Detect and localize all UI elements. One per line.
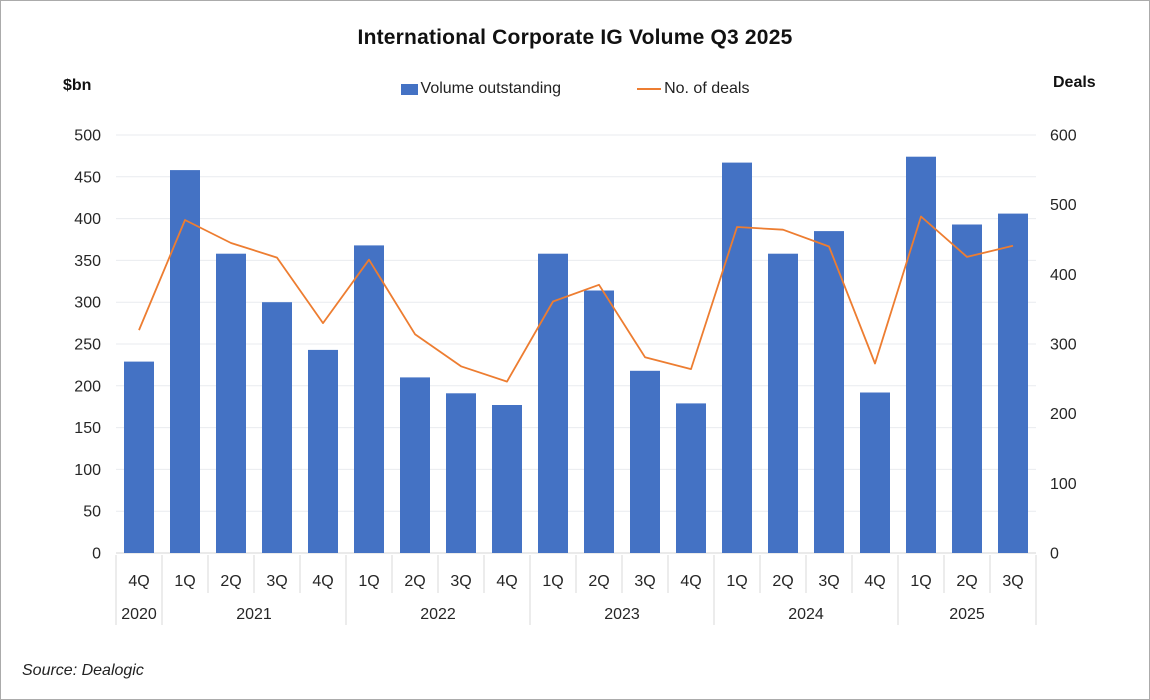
source-note: Source: Dealogic [22,662,144,679]
year-label-2025: 2025 [949,606,985,623]
quarter-label-3Q-2024: 3Q [818,573,839,590]
year-label-2020: 2020 [121,606,157,623]
year-label-2023: 2023 [604,606,640,623]
bar-2Q-2023 [584,290,614,553]
bar-2Q-2022 [400,377,430,553]
bar-1Q-2023 [538,253,568,553]
quarter-label-1Q-2024: 1Q [726,573,747,590]
year-label-2024: 2024 [788,606,824,623]
quarter-label-2Q-2022: 2Q [404,573,425,590]
legend-item-volume-outstanding: Volume outstanding [400,80,562,98]
legend-label-volume-outstanding: Volume outstanding [420,80,562,97]
bar-3Q-2024 [814,231,844,553]
left-axis-tick-label: 250 [74,337,101,354]
left-axis-tick-label: 450 [74,169,101,186]
quarter-label-3Q-2023: 3Q [634,573,655,590]
legend: Volume outstanding No. of deals [1,80,1149,98]
left-axis-tick-label: 100 [74,462,101,479]
quarter-label-1Q-2025: 1Q [910,573,931,590]
bar-3Q-2021 [262,302,292,553]
quarter-label-3Q-2021: 3Q [266,573,287,590]
left-axis-tick-label: 300 [74,295,101,312]
left-axis-tick-label: 500 [74,128,101,145]
bar-3Q-2025 [998,213,1028,553]
left-axis-tick-label: 150 [74,420,101,437]
bar-2Q-2024 [768,253,798,553]
quarter-label-4Q-2023: 4Q [680,573,701,590]
quarter-label-4Q-2024: 4Q [864,573,885,590]
bar-2Q-2021 [216,253,246,553]
line-series-swatch-icon [637,88,662,90]
right-axis-title: Deals [1053,74,1096,91]
bar-1Q-2021 [170,170,200,553]
quarter-label-1Q-2022: 1Q [358,573,379,590]
left-axis-tick-label: 50 [83,504,101,521]
quarter-label-1Q-2023: 1Q [542,573,563,590]
right-axis-tick-label: 500 [1050,197,1077,214]
right-axis-tick-label: 100 [1050,476,1077,493]
bar-4Q-2023 [676,403,706,553]
right-axis-tick-label: 400 [1050,267,1077,284]
quarter-label-2Q-2025: 2Q [956,573,977,590]
bar-3Q-2023 [630,370,660,553]
chart-title: International Corporate IG Volume Q3 202… [357,26,793,49]
bar-4Q-2020 [124,361,154,553]
bar-3Q-2022 [446,393,476,553]
left-axis-tick-label: 400 [74,211,101,228]
quarter-label-2Q-2023: 2Q [588,573,609,590]
bar-4Q-2022 [492,405,522,553]
bar-1Q-2025 [906,156,936,553]
left-axis-tick-label: 350 [74,253,101,270]
quarter-label-4Q-2022: 4Q [496,573,517,590]
right-axis-tick-label: 300 [1050,337,1077,354]
right-axis-tick-label: 0 [1050,546,1059,563]
bar-2Q-2025 [952,224,982,553]
bar-1Q-2024 [722,162,752,553]
bar-4Q-2021 [308,349,338,553]
year-label-2022: 2022 [420,606,456,623]
year-label-2021: 2021 [236,606,272,623]
right-axis-tick-label: 600 [1050,128,1077,145]
bar-series-swatch-icon [400,83,418,95]
left-axis-tick-label: 0 [92,546,101,563]
quarter-label-3Q-2022: 3Q [450,573,471,590]
deals-line [138,215,1014,383]
quarter-label-2Q-2024: 2Q [772,573,793,590]
quarter-label-4Q-2020: 4Q [128,573,149,590]
bar-4Q-2024 [860,392,890,553]
legend-item-no-of-deals: No. of deals [637,80,749,98]
quarter-label-2Q-2021: 2Q [220,573,241,590]
quarter-label-3Q-2025: 3Q [1002,573,1023,590]
left-axis-title: $bn [63,77,92,94]
legend-label-no-of-deals: No. of deals [664,80,750,97]
left-axis-tick-label: 200 [74,378,101,395]
bar-1Q-2022 [354,245,384,553]
quarter-label-1Q-2021: 1Q [174,573,195,590]
quarter-label-4Q-2021: 4Q [312,573,333,590]
right-axis-tick-label: 200 [1050,406,1077,423]
